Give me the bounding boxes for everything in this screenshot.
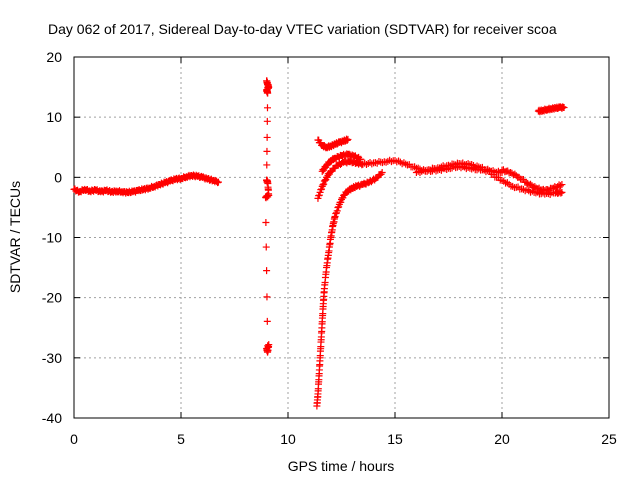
data-point-fill xyxy=(334,204,342,212)
series-upper-arc xyxy=(314,135,352,152)
data-point-fill xyxy=(213,177,221,185)
data-point-fill xyxy=(342,135,350,143)
data-point-fill xyxy=(411,163,419,171)
data-point-fill xyxy=(263,133,271,141)
data-point-fill xyxy=(377,170,385,178)
data-point-fill xyxy=(356,155,364,163)
data-point-fill xyxy=(314,393,322,401)
data-point-fill xyxy=(459,159,467,167)
data-point-fill xyxy=(319,181,327,189)
data-point-fill xyxy=(496,176,504,184)
data-point-fill xyxy=(319,303,327,311)
series-layer xyxy=(70,77,568,410)
y-tick-label: -20 xyxy=(42,290,62,306)
data-point-fill xyxy=(329,223,337,231)
x-tick-label: 20 xyxy=(494,431,510,447)
data-point-fill xyxy=(320,177,328,185)
series-afternoon-2 xyxy=(412,159,495,177)
data-point-fill xyxy=(324,251,332,259)
series-spikes-9h xyxy=(262,77,273,350)
series-mid-arc-2 xyxy=(318,150,365,175)
data-point-fill xyxy=(262,219,270,227)
chart-title: Day 062 of 2017, Sidereal Day-to-day VTE… xyxy=(48,21,557,37)
data-point-fill xyxy=(315,376,323,384)
series-evening-decline-2 xyxy=(498,166,566,195)
data-point-fill xyxy=(265,343,273,351)
data-point-fill xyxy=(326,235,334,243)
data-point-fill xyxy=(357,181,365,189)
data-point-fill xyxy=(529,183,537,191)
data-point-fill xyxy=(263,88,271,96)
data-point-fill xyxy=(338,196,345,204)
grid-layer xyxy=(74,57,609,418)
data-point-fill xyxy=(348,151,356,159)
data-point-fill xyxy=(370,175,378,183)
data-point-fill xyxy=(555,181,563,189)
data-point-fill xyxy=(263,104,271,112)
y-tick-label: 0 xyxy=(54,169,62,185)
data-point-fill xyxy=(263,293,271,301)
data-point-fill xyxy=(263,117,271,125)
tick-layer: 0 5 10 15 20 25 -40 -30 -20 -10 0 10 20 xyxy=(42,49,617,447)
y-axis-label: SDTVAR / TECUs xyxy=(7,181,23,293)
data-point-fill xyxy=(558,104,566,112)
data-point-fill xyxy=(335,203,343,211)
y-tick-label: -30 xyxy=(42,350,62,366)
data-point-fill xyxy=(556,182,564,190)
x-tick-label: 5 xyxy=(177,431,185,447)
y-tick-label: 10 xyxy=(46,109,62,125)
data-point-fill xyxy=(331,214,339,222)
x-tick-label: 15 xyxy=(387,431,403,447)
data-point-fill xyxy=(320,288,328,296)
y-tick-label: -10 xyxy=(42,230,62,246)
data-point-fill xyxy=(556,188,564,196)
data-point-fill xyxy=(494,167,502,175)
data-point-fill xyxy=(320,180,328,188)
y-tick-label: 20 xyxy=(46,49,62,65)
x-tick-label: 10 xyxy=(280,431,296,447)
data-point-fill xyxy=(333,207,341,215)
data-point-fill xyxy=(318,185,326,193)
series-baseline-0-7h xyxy=(70,171,222,197)
data-point-fill xyxy=(464,160,472,168)
data-point-fill xyxy=(559,103,567,111)
series-mid-arc xyxy=(314,157,367,202)
data-point-fill xyxy=(343,136,351,144)
data-point-fill xyxy=(262,243,270,251)
data-point-fill xyxy=(263,147,271,155)
data-point-fill xyxy=(263,317,271,325)
series-spikes-9h-low xyxy=(263,341,273,356)
x-axis-label: GPS time / hours xyxy=(288,458,395,474)
series-recovery-curve xyxy=(313,169,386,410)
data-point-fill xyxy=(432,165,440,173)
data-point-fill xyxy=(214,179,222,187)
data-point-fill xyxy=(518,185,526,193)
series-late-jump xyxy=(534,103,568,116)
data-point-fill xyxy=(421,167,429,175)
data-point-fill xyxy=(262,194,270,202)
data-point-fill xyxy=(400,159,408,167)
data-point-fill xyxy=(512,172,520,180)
x-tick-label: 0 xyxy=(70,431,78,447)
x-tick-label: 25 xyxy=(601,431,617,447)
y-tick-label: -40 xyxy=(42,410,62,426)
data-point-fill xyxy=(263,161,271,169)
data-point-fill xyxy=(322,268,330,276)
data-point-fill xyxy=(507,182,515,190)
data-point-fill xyxy=(373,159,381,167)
data-point-fill xyxy=(263,267,271,275)
data-point-fill xyxy=(557,189,565,197)
